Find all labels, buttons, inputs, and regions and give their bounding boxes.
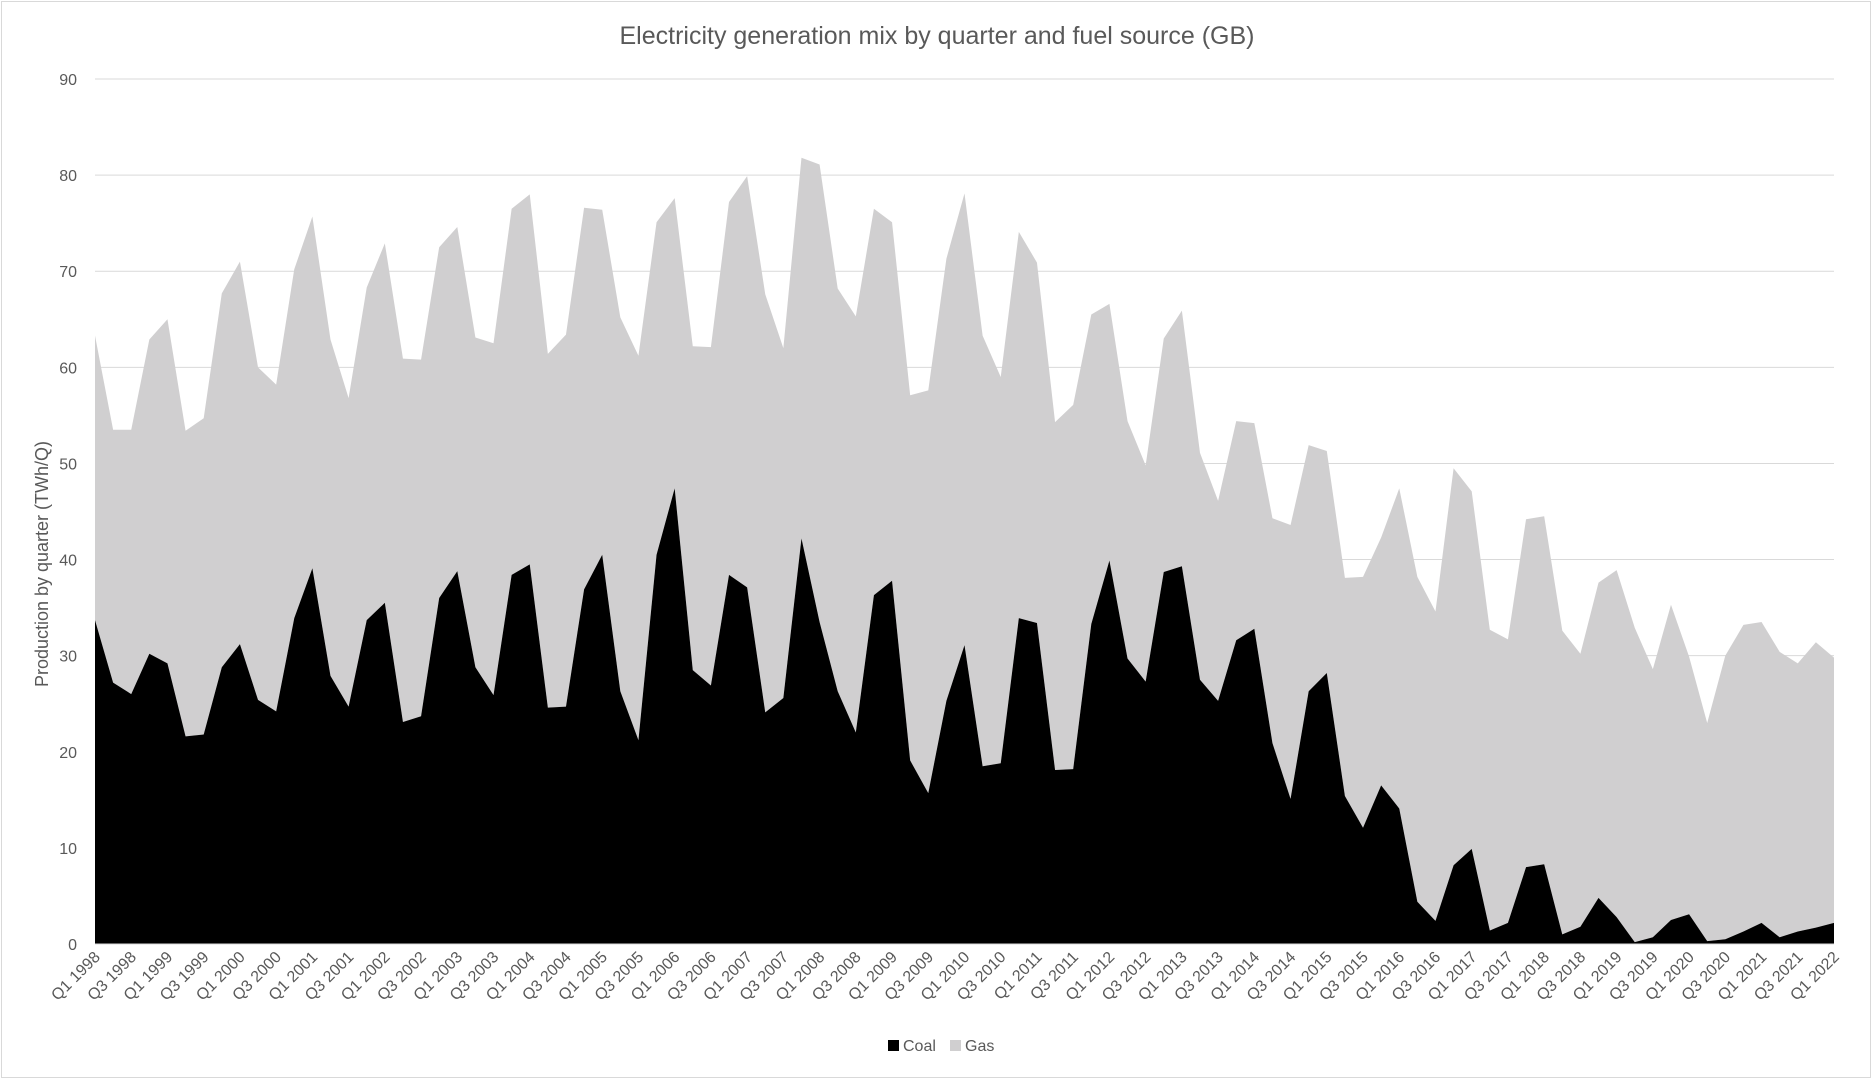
- y-tick-label: 40: [59, 553, 77, 570]
- y-tick-label: 70: [59, 264, 77, 281]
- y-tick-label: 60: [59, 360, 77, 377]
- y-axis-ticks: 0 10 20 30 40 50 60 70 80 90: [59, 72, 77, 954]
- legend-label-gas: Gas: [965, 1038, 994, 1055]
- y-tick-label: 0: [68, 937, 77, 954]
- y-axis-title: Production by quarter (TWh/Q): [32, 441, 52, 687]
- legend: Coal Gas: [888, 1038, 994, 1055]
- y-tick-label: 30: [59, 649, 77, 666]
- y-tick-label: 50: [59, 456, 77, 473]
- chart-title: Electricity generation mix by quarter an…: [620, 22, 1255, 50]
- plot-areas: [95, 157, 1834, 944]
- area-series-gas: [95, 157, 1834, 943]
- area-series-coal: [95, 488, 1834, 944]
- legend-swatch-coal: [888, 1040, 899, 1051]
- y-tick-label: 80: [59, 168, 77, 185]
- y-tick-label: 10: [59, 841, 77, 858]
- legend-label-coal: Coal: [903, 1038, 936, 1055]
- legend-swatch-gas: [950, 1040, 961, 1051]
- y-tick-label: 20: [59, 745, 77, 762]
- y-tick-label: 90: [59, 72, 77, 89]
